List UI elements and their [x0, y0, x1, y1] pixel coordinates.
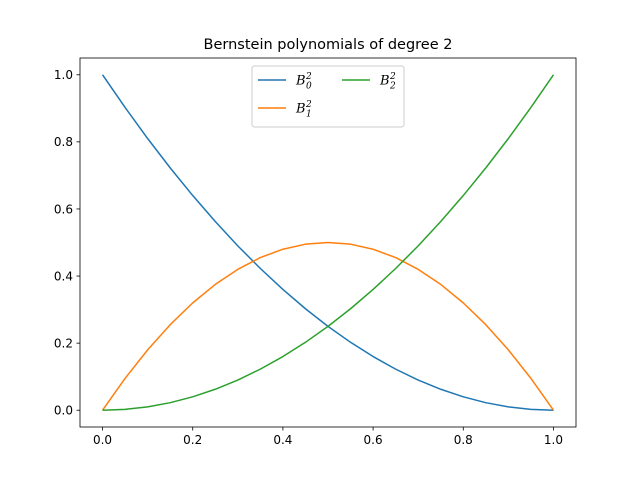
y-tick-label-0: 0.0	[54, 404, 73, 418]
chart-title: Bernstein polynomials of degree 2	[204, 37, 453, 53]
y-tick-label-1: 0.2	[54, 336, 73, 350]
x-tick-label-5: 1.0	[544, 433, 563, 447]
series-layer	[101, 74, 555, 411]
legend-label-sub-1: 1	[306, 110, 312, 120]
axes-layer: 0.0 0.2 0.4 0.6 0.8 1.0 0.0 0.2 0.4 0.6 0.8 1.0	[54, 57, 577, 447]
series-line-2	[102, 74, 555, 411]
legend-label-sup-2: 2	[389, 72, 396, 82]
legend-box	[251, 65, 405, 128]
x-tick-label-1: 0.2	[183, 433, 202, 447]
y-tick-label-5: 1.0	[54, 68, 73, 82]
y-tick-label-3: 0.6	[54, 202, 73, 216]
legend-label-sub-2: 2	[389, 82, 396, 92]
series-line-1	[101, 241, 555, 411]
x-tick-label-4: 0.8	[454, 433, 473, 447]
axes-frame	[79, 57, 577, 428]
legend: B 20B 21B 22	[251, 65, 405, 128]
y-tick-label-4: 0.8	[54, 135, 73, 149]
x-tick-label-0: 0.0	[93, 433, 112, 447]
legend-label-sup-0: 2	[305, 72, 312, 82]
legend-label-sup-1: 2	[305, 100, 312, 110]
x-tick-label-3: 0.6	[364, 433, 383, 447]
legend-label-1: B	[295, 102, 306, 117]
legend-label-2: B	[379, 74, 390, 89]
legend-label-sub-0: 0	[306, 82, 312, 92]
legend-label-0: B	[295, 74, 306, 89]
y-tick-label-2: 0.4	[54, 269, 73, 283]
x-tick-label-2: 0.4	[273, 433, 292, 447]
